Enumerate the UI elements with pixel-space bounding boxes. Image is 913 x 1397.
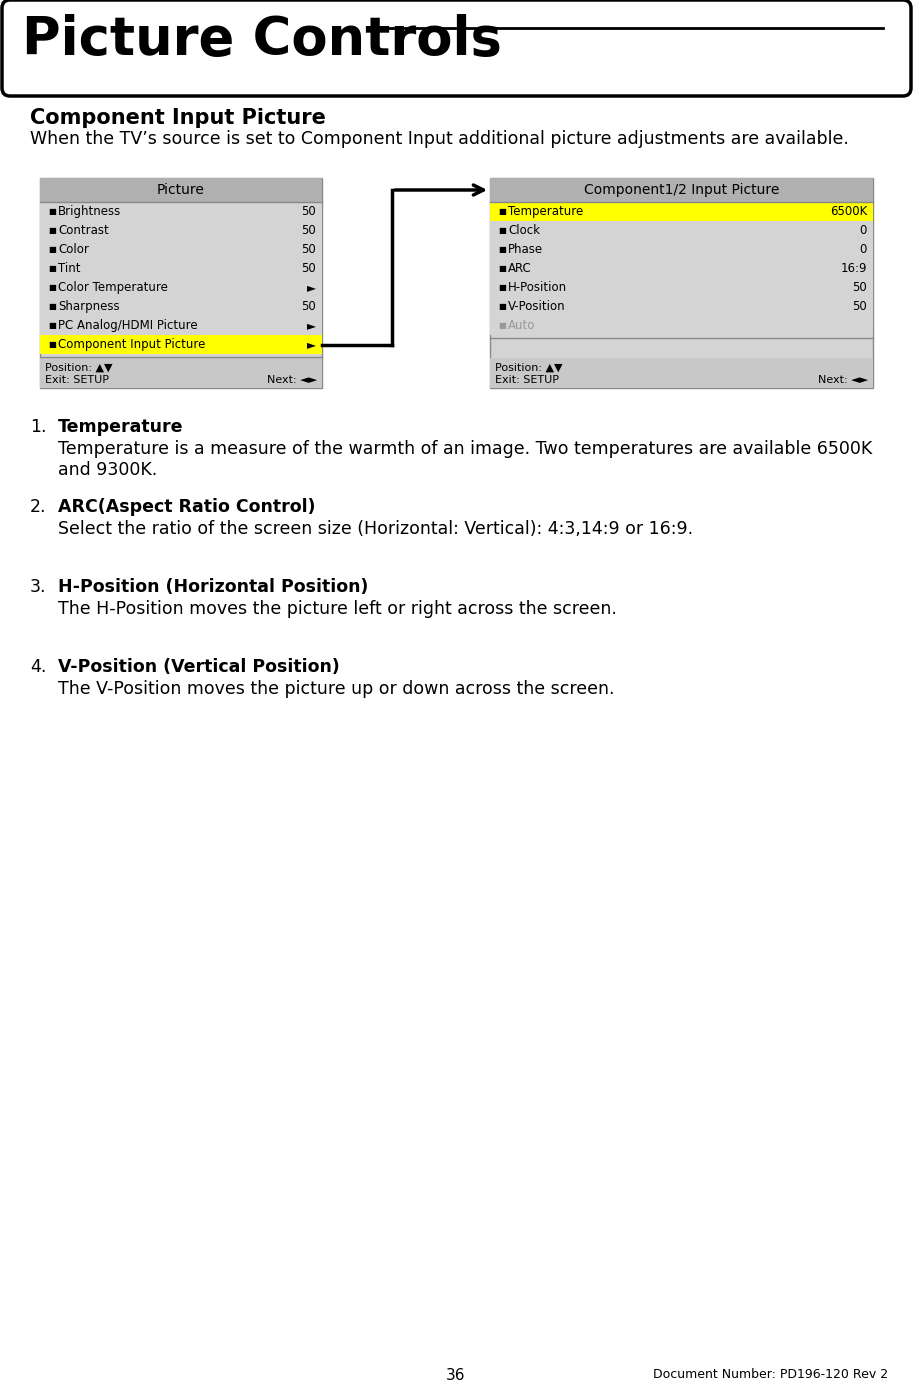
Bar xyxy=(40,203,322,221)
Text: Next: ◄►: Next: ◄► xyxy=(267,374,317,386)
Text: ■: ■ xyxy=(48,302,56,312)
Text: Phase: Phase xyxy=(508,243,543,256)
Text: Exit: SETUP: Exit: SETUP xyxy=(495,374,559,386)
Text: Position: ▲▼: Position: ▲▼ xyxy=(45,363,112,373)
Text: Brightness: Brightness xyxy=(58,205,121,218)
Text: ■: ■ xyxy=(498,302,506,312)
Text: ■: ■ xyxy=(48,264,56,272)
Bar xyxy=(490,258,873,278)
Text: ■: ■ xyxy=(498,284,506,292)
Text: 36: 36 xyxy=(446,1368,466,1383)
Bar xyxy=(18,8,378,50)
Text: ►: ► xyxy=(307,281,316,293)
Bar xyxy=(490,177,873,203)
Bar xyxy=(40,298,322,316)
Text: ►: ► xyxy=(307,319,316,332)
Text: 50: 50 xyxy=(852,300,867,313)
Text: ■: ■ xyxy=(48,321,56,330)
Text: ■: ■ xyxy=(498,207,506,217)
Text: 0: 0 xyxy=(860,224,867,237)
Text: ■: ■ xyxy=(48,244,56,254)
Text: 50: 50 xyxy=(301,243,316,256)
Bar xyxy=(40,240,322,258)
Bar xyxy=(40,335,322,353)
Text: When the TV’s source is set to Component Input additional picture adjustments ar: When the TV’s source is set to Component… xyxy=(30,130,849,148)
Bar xyxy=(40,316,322,335)
Text: 50: 50 xyxy=(852,281,867,293)
Text: Next: ◄►: Next: ◄► xyxy=(818,374,868,386)
Text: ■: ■ xyxy=(48,226,56,235)
Bar xyxy=(490,298,873,316)
Text: 50: 50 xyxy=(301,205,316,218)
Text: V-Position: V-Position xyxy=(508,300,566,313)
Text: Component1/2 Input Picture: Component1/2 Input Picture xyxy=(583,183,779,197)
Text: Picture: Picture xyxy=(157,183,205,197)
Text: ■: ■ xyxy=(48,284,56,292)
Bar xyxy=(490,358,873,388)
Text: Document Number: PD196-120 Rev 2: Document Number: PD196-120 Rev 2 xyxy=(653,1369,888,1382)
Bar xyxy=(490,177,873,388)
Text: H-Position: H-Position xyxy=(508,281,567,293)
Text: The V-Position moves the picture up or down across the screen.: The V-Position moves the picture up or d… xyxy=(58,680,614,698)
Text: ARC: ARC xyxy=(508,263,531,275)
Text: V-Position (Vertical Position): V-Position (Vertical Position) xyxy=(58,658,340,676)
Bar xyxy=(40,177,322,203)
Text: 16:9: 16:9 xyxy=(841,263,867,275)
Bar xyxy=(40,278,322,298)
Text: ■: ■ xyxy=(498,244,506,254)
Text: 50: 50 xyxy=(301,224,316,237)
Text: ■: ■ xyxy=(48,339,56,349)
Text: ■: ■ xyxy=(48,207,56,217)
Text: ■: ■ xyxy=(498,264,506,272)
Text: 50: 50 xyxy=(301,263,316,275)
Text: ■: ■ xyxy=(498,321,506,330)
Text: Tint: Tint xyxy=(58,263,80,275)
Text: Exit: SETUP: Exit: SETUP xyxy=(45,374,109,386)
Text: Clock: Clock xyxy=(508,224,540,237)
Bar xyxy=(40,221,322,240)
Bar xyxy=(490,278,873,298)
Text: Temperature: Temperature xyxy=(58,418,184,436)
Text: ■: ■ xyxy=(498,226,506,235)
Text: The H-Position moves the picture left or right across the screen.: The H-Position moves the picture left or… xyxy=(58,599,617,617)
Text: Auto: Auto xyxy=(508,319,535,332)
Text: Color: Color xyxy=(58,243,89,256)
Text: 6500K: 6500K xyxy=(830,205,867,218)
Text: 4.: 4. xyxy=(30,658,47,676)
Text: H-Position (Horizontal Position): H-Position (Horizontal Position) xyxy=(58,578,368,597)
Bar xyxy=(40,258,322,278)
Bar xyxy=(490,203,873,221)
Bar xyxy=(40,358,322,388)
Text: Color Temperature: Color Temperature xyxy=(58,281,168,293)
Bar xyxy=(490,221,873,240)
Bar xyxy=(40,177,322,388)
Bar xyxy=(490,316,873,335)
Text: 1.: 1. xyxy=(30,418,47,436)
Text: Component Input Picture: Component Input Picture xyxy=(58,338,205,351)
FancyBboxPatch shape xyxy=(2,0,911,96)
Text: Picture Controls: Picture Controls xyxy=(22,14,502,66)
Text: Position: ▲▼: Position: ▲▼ xyxy=(495,363,562,373)
Text: 50: 50 xyxy=(301,300,316,313)
Text: 0: 0 xyxy=(860,243,867,256)
Text: 3.: 3. xyxy=(30,578,47,597)
Text: Contrast: Contrast xyxy=(58,224,109,237)
Bar xyxy=(490,240,873,258)
Text: Sharpness: Sharpness xyxy=(58,300,120,313)
Text: Select the ratio of the screen size (Horizontal: Vertical): 4:3,14:9 or 16:9.: Select the ratio of the screen size (Hor… xyxy=(58,520,693,538)
Text: PC Analog/HDMI Picture: PC Analog/HDMI Picture xyxy=(58,319,197,332)
Text: Temperature: Temperature xyxy=(508,205,583,218)
Text: ►: ► xyxy=(307,338,316,351)
Text: Component Input Picture: Component Input Picture xyxy=(30,108,326,129)
Text: Temperature is a measure of the warmth of an image. Two temperatures are availab: Temperature is a measure of the warmth o… xyxy=(58,440,872,479)
Text: ARC(Aspect Ratio Control): ARC(Aspect Ratio Control) xyxy=(58,497,316,515)
Text: 2.: 2. xyxy=(30,497,47,515)
